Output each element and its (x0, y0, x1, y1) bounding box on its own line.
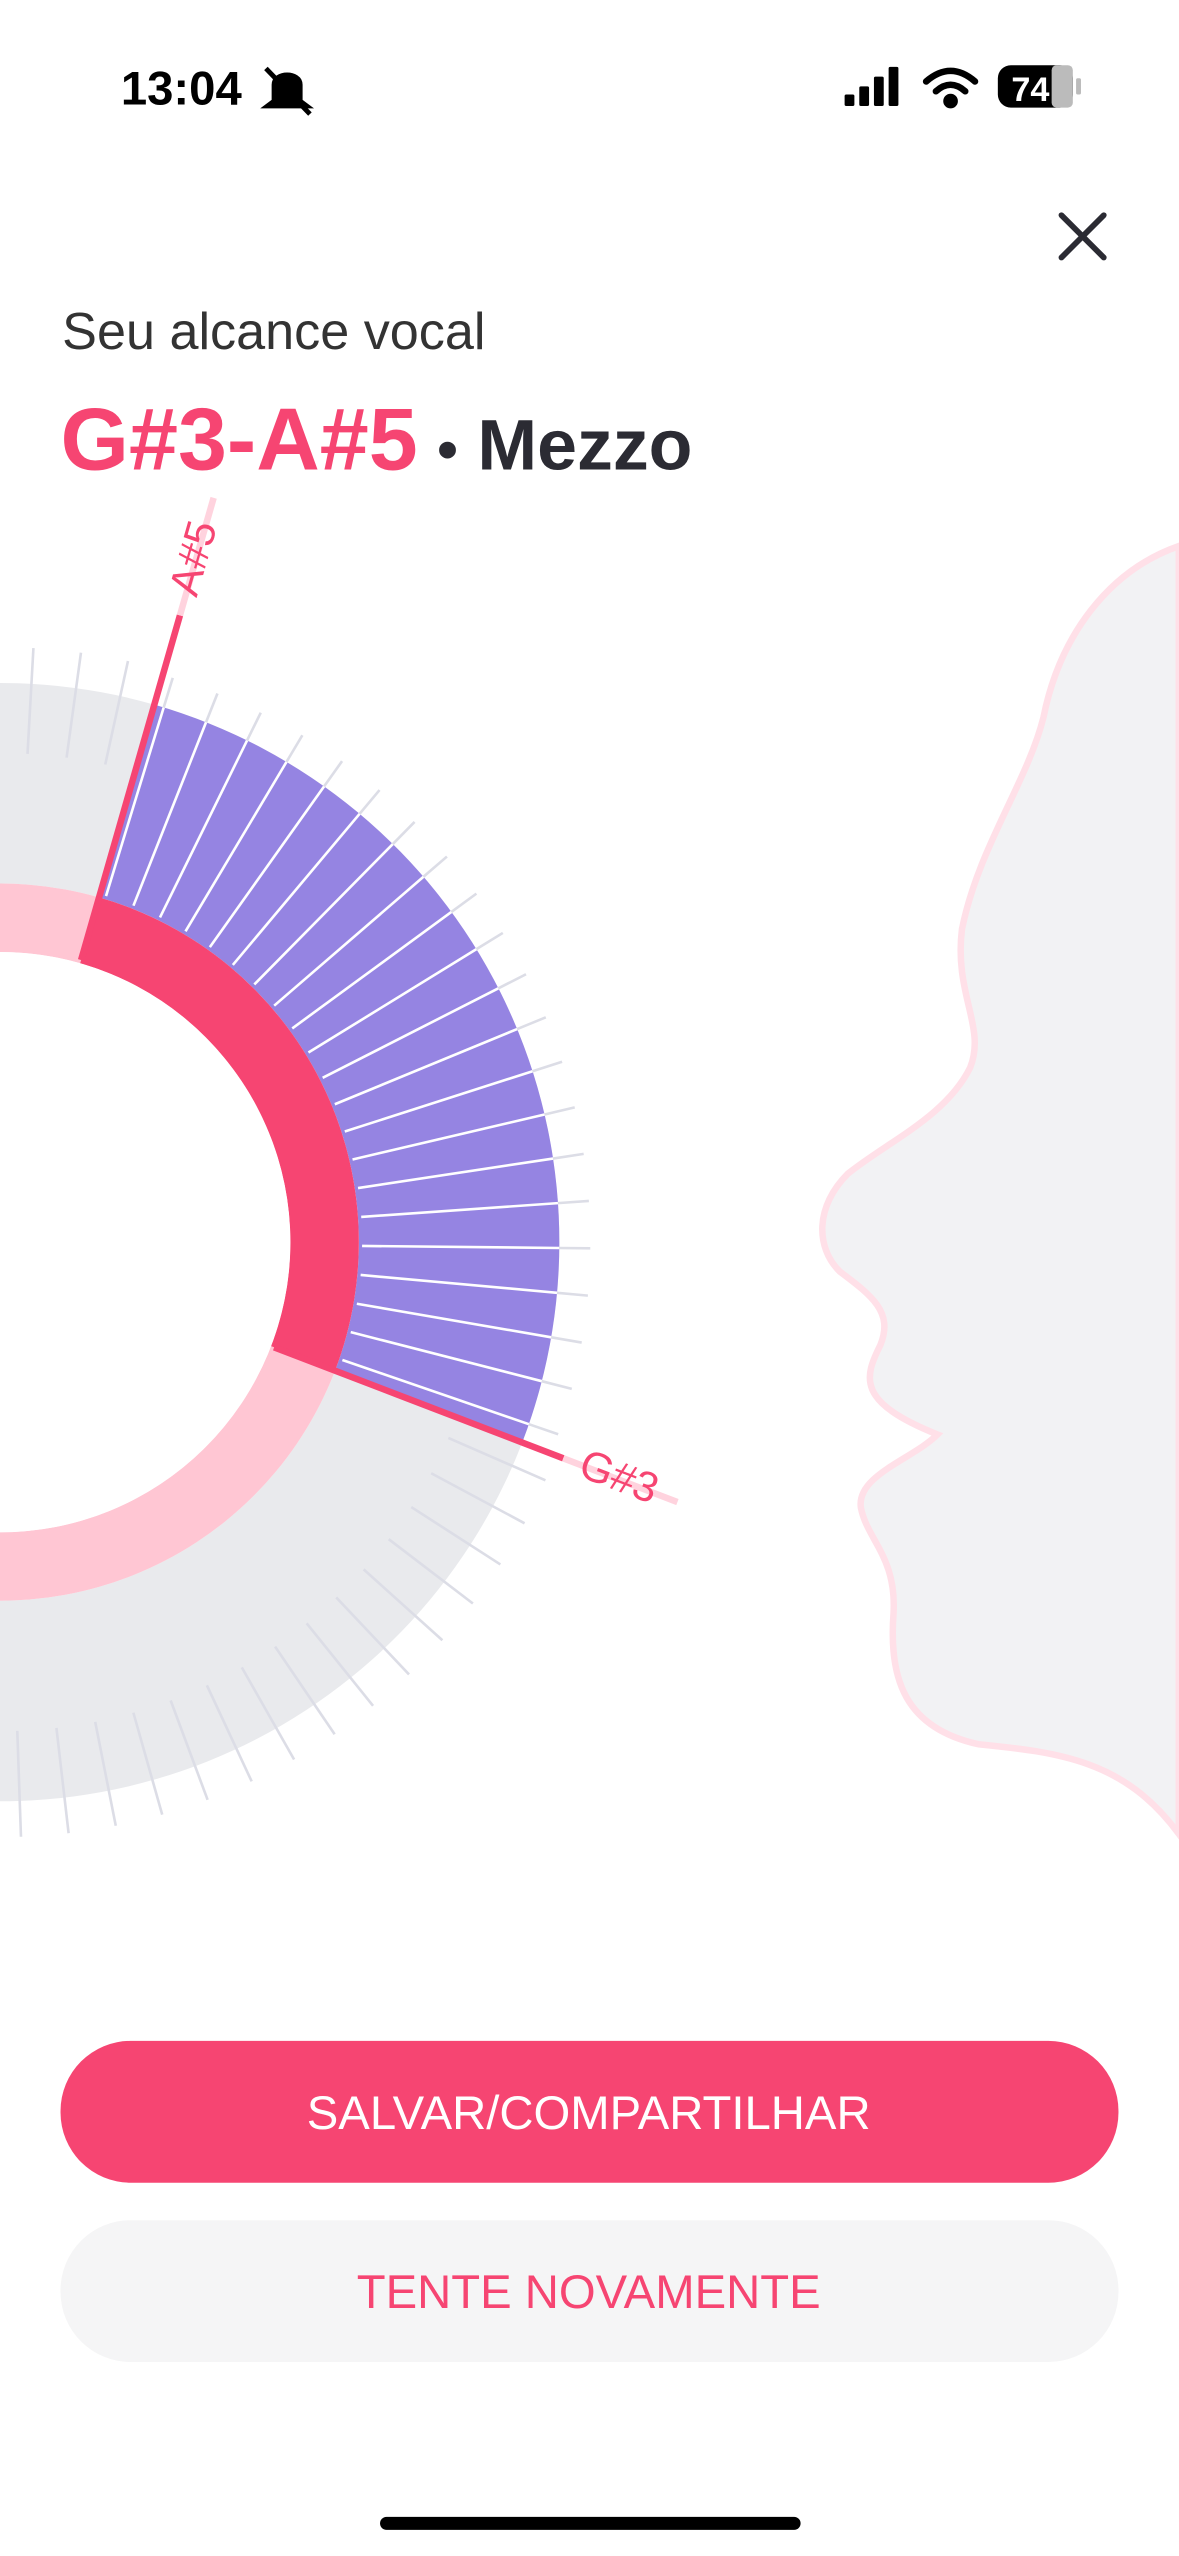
tick-line (497, 973, 527, 990)
face-silhouette (819, 542, 1179, 1840)
low-note-line-fade (562, 1455, 679, 1506)
tick-line (422, 855, 448, 878)
tick-line (361, 1201, 559, 1219)
tick-line (544, 1106, 576, 1116)
tick-line (430, 1472, 526, 1525)
vocal-range: G#3-A#5 (61, 389, 418, 488)
tick-line (169, 1700, 209, 1801)
tick-line (360, 1273, 558, 1295)
voice-type: Mezzo (477, 405, 692, 485)
tick-line (132, 1712, 164, 1816)
tick-line (528, 1422, 559, 1436)
tick-line (240, 1666, 296, 1761)
tick-line (93, 1721, 118, 1827)
tick-line (65, 652, 83, 758)
tick-line (231, 812, 361, 966)
home-indicator (380, 2516, 801, 2530)
tick-line (362, 1568, 444, 1642)
inner-circle (0, 952, 291, 1533)
close-button[interactable] (1058, 212, 1107, 261)
tick-line (541, 1379, 573, 1391)
status-time: 13:04 (121, 62, 243, 115)
separator: • (437, 417, 458, 482)
tick-line (208, 785, 326, 948)
tick-line (55, 1727, 70, 1834)
tick-line (450, 892, 478, 913)
tick-line (26, 648, 35, 754)
range-ring (80, 897, 359, 1371)
tick-line (323, 760, 344, 788)
wifi-icon (922, 67, 979, 109)
tick-line (532, 1060, 563, 1073)
tick-line (305, 1622, 375, 1707)
tick-line (205, 1684, 253, 1782)
tick-line (285, 734, 304, 763)
tick-line (132, 721, 208, 907)
tick-line (387, 1538, 474, 1605)
tick-line (334, 1027, 518, 1106)
subtitle: Seu alcance vocal (62, 303, 485, 361)
tick-line (253, 843, 394, 986)
tick-line (162, 677, 174, 708)
tick-line (350, 1330, 543, 1383)
try-again-button[interactable]: TENTE NOVAMENTE (60, 2220, 1119, 2363)
tick-line (273, 875, 425, 1007)
range-heading: G#3-A#5 • Mezzo (61, 389, 693, 488)
tick-line (557, 1199, 589, 1205)
low-note-line (272, 1344, 565, 1462)
high-note-line-fade (176, 496, 217, 617)
tick-line (104, 707, 165, 897)
tick-line (274, 1645, 336, 1735)
tick-line (184, 761, 288, 932)
button-label: TENTE NOVAMENTE (357, 2266, 821, 2319)
save-share-button[interactable]: SALVAR/COMPARTILHAR (60, 2040, 1119, 2183)
tick-line (475, 931, 504, 951)
battery-icon: 74 (997, 65, 1081, 109)
tick-line (362, 1244, 560, 1250)
battery-level: 74 (1011, 71, 1049, 109)
button-label: SALVAR/COMPARTILHAR (307, 2087, 871, 2140)
tick-line (103, 660, 130, 765)
tick-line (344, 1069, 533, 1133)
signal-icon (844, 66, 899, 106)
tick-line (410, 1505, 502, 1566)
high-note-line (77, 614, 184, 961)
tick-line (15, 1730, 23, 1837)
tick-line (352, 1113, 545, 1161)
tick-line (552, 1152, 584, 1160)
tick-line (335, 1596, 410, 1676)
tick-line (357, 1157, 554, 1190)
tick-line (556, 1291, 589, 1297)
tick-line (158, 739, 249, 919)
tick-line (516, 1016, 547, 1031)
tick-line (322, 987, 499, 1080)
mute-icon (260, 66, 315, 116)
tick-line (391, 821, 416, 845)
tick-line (307, 948, 478, 1054)
tick-line (204, 692, 219, 723)
tick-line (447, 1436, 546, 1482)
tick-line (550, 1336, 582, 1344)
tick-line (341, 1358, 530, 1426)
tick-line (356, 1302, 552, 1339)
tick-line (245, 712, 262, 742)
tick-line (358, 789, 381, 815)
range-chart: A#5G#3 (0, 496, 679, 1837)
tick-line (291, 910, 453, 1030)
